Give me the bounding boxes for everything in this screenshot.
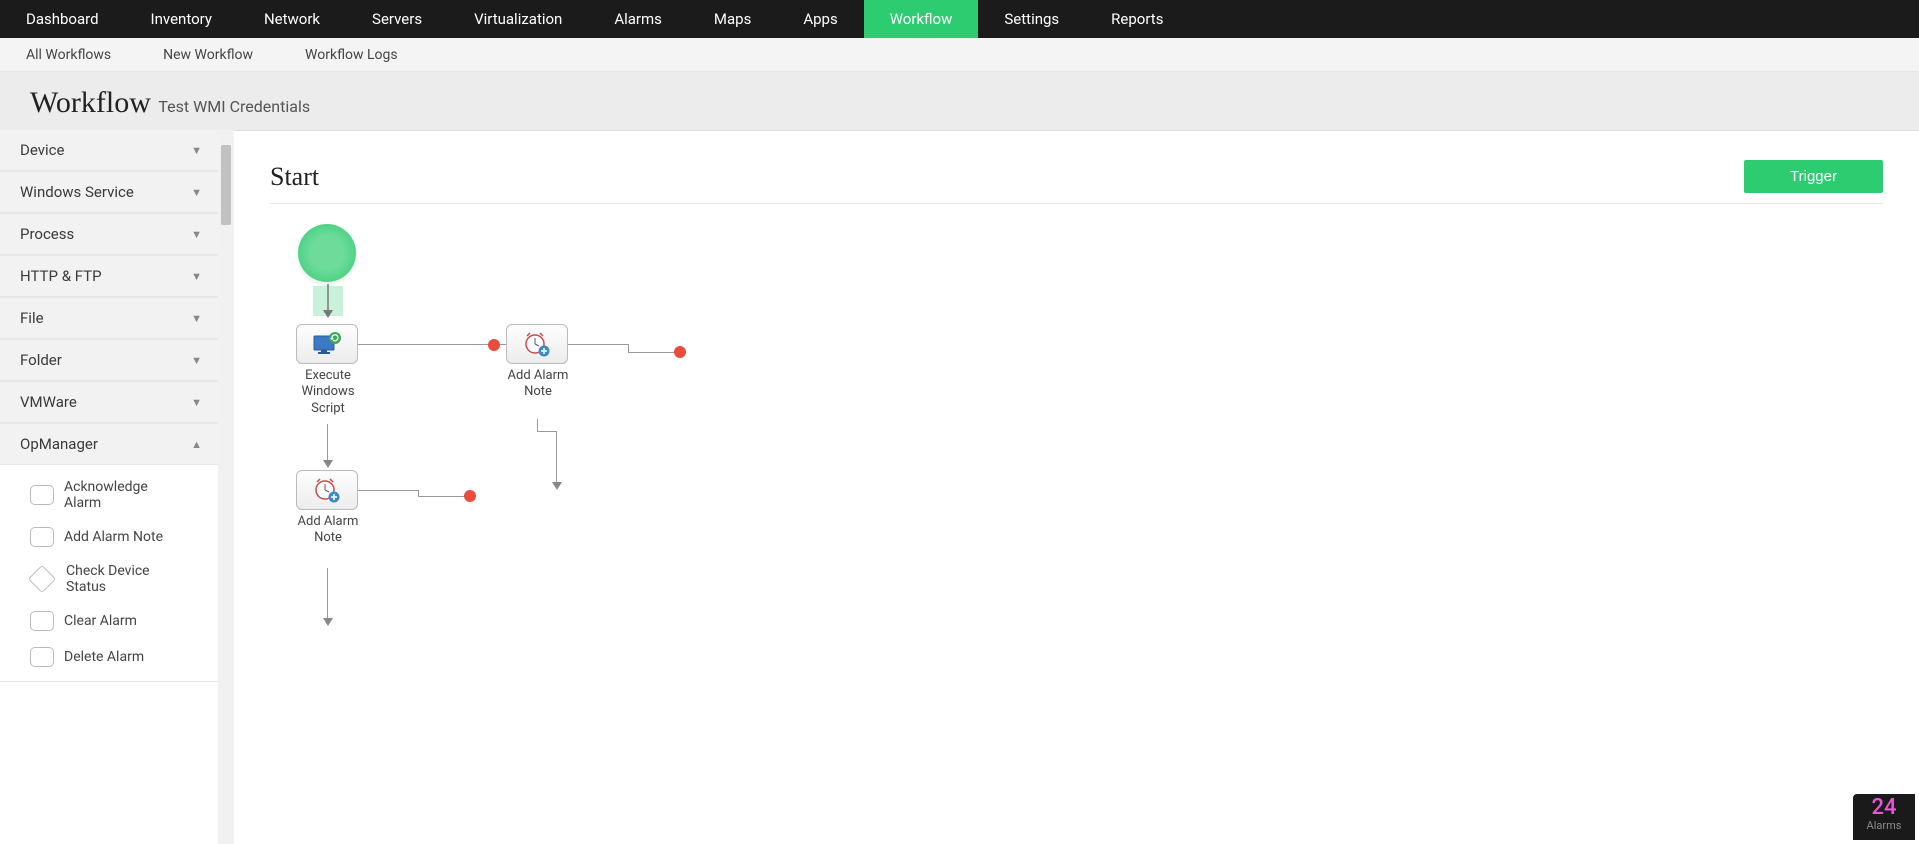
arrow-down-icon [320,616,336,632]
nav-workflow[interactable]: Workflow [864,0,979,38]
connector [327,568,328,622]
top-navigation: Dashboard Inventory Network Servers Virt… [0,0,1919,38]
action-clear-alarm[interactable]: Clear Alarm [0,603,218,639]
sidebar-section-device[interactable]: Device ▼ [0,130,218,171]
alarm-clock-plus-icon [312,477,342,503]
start-title: Start [270,162,319,192]
monitor-refresh-icon [312,332,342,356]
workflow-canvas: Start Trigger Execute Windows Script [234,130,1919,844]
chevron-down-icon: ▼ [191,270,202,283]
sidebar: Device ▼ Windows Service ▼ Process ▼ HTTP &… [0,130,218,844]
page-subtitle: Test WMI Credentials [158,97,310,116]
sidebar-label: Device [20,141,64,159]
action-label: Check Device Status [66,563,176,595]
page-title: Workflow [30,86,151,119]
sidebar-label: OpManager [20,435,98,453]
action-acknowledge-alarm[interactable]: Acknowledge Alarm [0,471,218,519]
sidebar-section-vmware[interactable]: VMWare ▼ [0,382,218,423]
connector [568,344,628,345]
nav-apps[interactable]: Apps [777,0,863,38]
sidebar-section-folder[interactable]: Folder ▼ [0,340,218,381]
chevron-down-icon: ▼ [191,312,202,325]
alarm-count: 24 [1853,797,1915,819]
title-bar: Workflow Test WMI Credentials [0,72,1919,131]
flow-area[interactable]: Execute Windows Script Add Alarm Note [270,224,970,724]
sidebar-label: File [20,309,44,327]
trigger-button[interactable]: Trigger [1744,160,1883,193]
connector [537,419,538,431]
connector [628,344,629,352]
node-label: Execute Windows Script [288,368,368,417]
action-shape-icon [30,647,54,667]
connector [556,431,557,485]
chevron-down-icon: ▼ [191,228,202,241]
nav-alarms[interactable]: Alarms [588,0,688,38]
nav-servers[interactable]: Servers [346,0,448,38]
subnav-all-workflows[interactable]: All Workflows [0,38,137,71]
sidebar-section-file[interactable]: File ▼ [0,298,218,339]
connector [358,344,506,345]
subnav-workflow-logs[interactable]: Workflow Logs [279,38,424,71]
alarm-count-label: Alarms [1853,819,1915,832]
arrow-down-icon [320,284,336,320]
sidebar-wrap: Device ▼ Windows Service ▼ Process ▼ HTTP &… [0,130,234,844]
nav-maps[interactable]: Maps [688,0,777,38]
alarm-count-widget[interactable]: 24 Alarms [1853,794,1915,840]
connector [628,352,676,353]
chevron-down-icon: ▼ [191,354,202,367]
arrow-down-icon [549,480,565,496]
sidebar-section-http-ftp[interactable]: HTTP & FTP ▼ [0,256,218,297]
sidebar-section-body: Acknowledge Alarm Add Alarm Note Check D… [0,465,218,681]
sidebar-label: Windows Service [20,183,134,201]
nav-network[interactable]: Network [238,0,346,38]
canvas-header: Start Trigger [270,160,1883,204]
nav-dashboard[interactable]: Dashboard [0,0,125,38]
nav-settings[interactable]: Settings [978,0,1085,38]
sidebar-label: HTTP & FTP [20,267,102,285]
node-execute-windows-script[interactable] [296,324,358,364]
node-label: Add Alarm Note [288,514,368,547]
connector-fail-dot[interactable] [674,346,686,358]
chevron-down-icon: ▼ [191,396,202,409]
nav-virtualization[interactable]: Virtualization [448,0,588,38]
action-label: Acknowledge Alarm [64,479,174,511]
sidebar-label: Folder [20,351,62,369]
sidebar-section-process[interactable]: Process ▼ [0,214,218,255]
alarm-clock-plus-icon [522,331,552,357]
node-add-alarm-note-1[interactable] [506,324,568,364]
chevron-down-icon: ▼ [191,186,202,199]
connector [358,490,418,491]
connector-fail-dot[interactable] [464,490,476,502]
action-shape-icon [30,485,54,505]
start-node[interactable] [298,224,356,282]
sidebar-section-windows-service[interactable]: Windows Service ▼ [0,172,218,213]
action-label: Add Alarm Note [64,529,163,545]
action-add-alarm-note[interactable]: Add Alarm Note [0,519,218,555]
sidebar-section-opmanager[interactable]: OpManager ▲ [0,424,218,465]
action-label: Delete Alarm [64,649,144,665]
nav-reports[interactable]: Reports [1085,0,1189,38]
action-shape-diamond-icon [28,565,56,593]
connector-fail-dot[interactable] [488,339,500,351]
chevron-down-icon: ▼ [191,144,202,157]
node-add-alarm-note-2[interactable] [296,470,358,510]
action-check-device-status[interactable]: Check Device Status [0,555,218,603]
scrollbar-thumb[interactable] [221,145,231,225]
action-shape-icon [30,611,54,631]
action-delete-alarm[interactable]: Delete Alarm [0,639,218,675]
nav-inventory[interactable]: Inventory [125,0,238,38]
connector [537,431,557,432]
sub-navigation: All Workflows New Workflow Workflow Logs [0,38,1919,72]
main-area: Device ▼ Windows Service ▼ Process ▼ HTTP &… [0,130,1919,844]
action-shape-icon [30,527,54,547]
action-label: Clear Alarm [64,613,137,629]
sidebar-label: Process [20,225,74,243]
chevron-up-icon: ▲ [191,438,202,451]
sidebar-scrollbar[interactable] [218,130,234,844]
connector [418,496,466,497]
node-label: Add Alarm Note [498,368,578,401]
subnav-new-workflow[interactable]: New Workflow [137,38,279,71]
sidebar-label: VMWare [20,393,77,411]
